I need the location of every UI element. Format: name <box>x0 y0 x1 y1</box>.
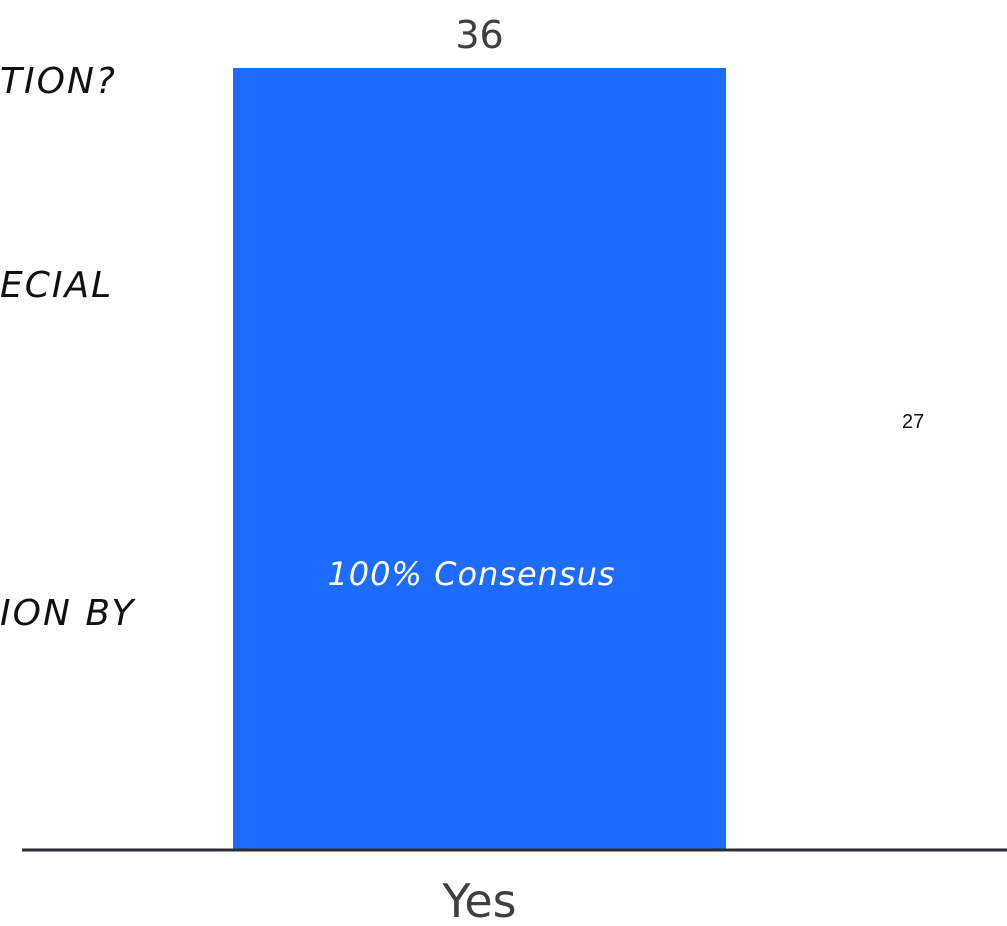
bar-value-label: 36 <box>455 13 503 57</box>
slide-text-line-3: ION BY <box>0 593 136 634</box>
bar-annotation: 100% Consensus <box>327 555 615 593</box>
bars-layer <box>233 68 726 849</box>
slide-text-line-2: ECIAL <box>0 265 114 306</box>
category-tick-label: Yes <box>441 874 516 926</box>
slide-text-line-1: TION? <box>0 61 117 102</box>
page-number: 27 <box>902 411 925 433</box>
labels-layer: 36 Yes 100% Consensus <box>327 13 615 926</box>
bar-yes <box>233 68 726 849</box>
